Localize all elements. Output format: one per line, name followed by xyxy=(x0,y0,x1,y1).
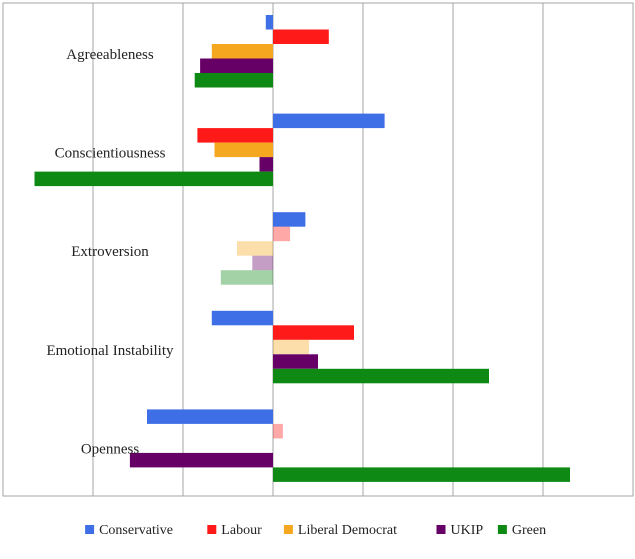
bar-ukip-openness xyxy=(129,452,273,468)
bar-green-emotional-instability xyxy=(273,368,489,384)
bar-labour-conscientiousness xyxy=(197,128,273,143)
plot-frame xyxy=(2,2,634,497)
bar-liberal-democrat-conscientiousness xyxy=(214,142,273,158)
category-label: Conscientiousness xyxy=(55,146,166,162)
bar-labour-emotional-instability xyxy=(273,325,354,340)
legend-label: Labour xyxy=(221,523,262,538)
bar-conservative-openness xyxy=(147,409,273,424)
bar-green-openness xyxy=(273,467,570,482)
bar-labour-extroversion xyxy=(273,226,291,242)
legend-label: UKIP xyxy=(451,523,484,538)
bar-ukip-agreeableness xyxy=(200,58,273,73)
category-label: Openness xyxy=(81,441,139,457)
bar-labour-openness xyxy=(273,423,283,439)
bar-ukip-conscientiousness xyxy=(259,157,273,172)
legend-label: Green xyxy=(512,523,546,538)
bar-conservative-conscientiousness xyxy=(273,113,385,129)
legend-swatch xyxy=(207,525,217,534)
category-label: Extroversion xyxy=(71,244,149,260)
legend-swatch xyxy=(283,525,293,534)
bar-green-agreeableness xyxy=(194,73,273,88)
bar-labour-agreeableness xyxy=(273,29,329,44)
bar-liberal-democrat-extroversion xyxy=(237,241,273,256)
legend-label: Conservative xyxy=(99,523,173,538)
legend-label: Liberal Democrat xyxy=(298,523,397,538)
bar-conservative-agreeableness xyxy=(265,15,273,30)
legend-swatch xyxy=(85,525,95,534)
category-label: Emotional Instability xyxy=(46,343,174,359)
bar-conservative-emotional-instability xyxy=(211,310,273,326)
bar-ukip-extroversion xyxy=(252,255,273,271)
legend-swatch xyxy=(436,525,446,534)
bar-green-conscientiousness xyxy=(34,171,273,187)
bar-green-extroversion xyxy=(220,270,273,285)
bar-conservative-extroversion xyxy=(273,212,306,227)
category-label: Agreeableness xyxy=(66,47,154,63)
bar-ukip-emotional-instability xyxy=(273,354,318,369)
bar-liberal-democrat-agreeableness xyxy=(211,44,273,59)
bar-liberal-democrat-emotional-instability xyxy=(273,339,309,355)
legend-swatch xyxy=(497,525,507,534)
